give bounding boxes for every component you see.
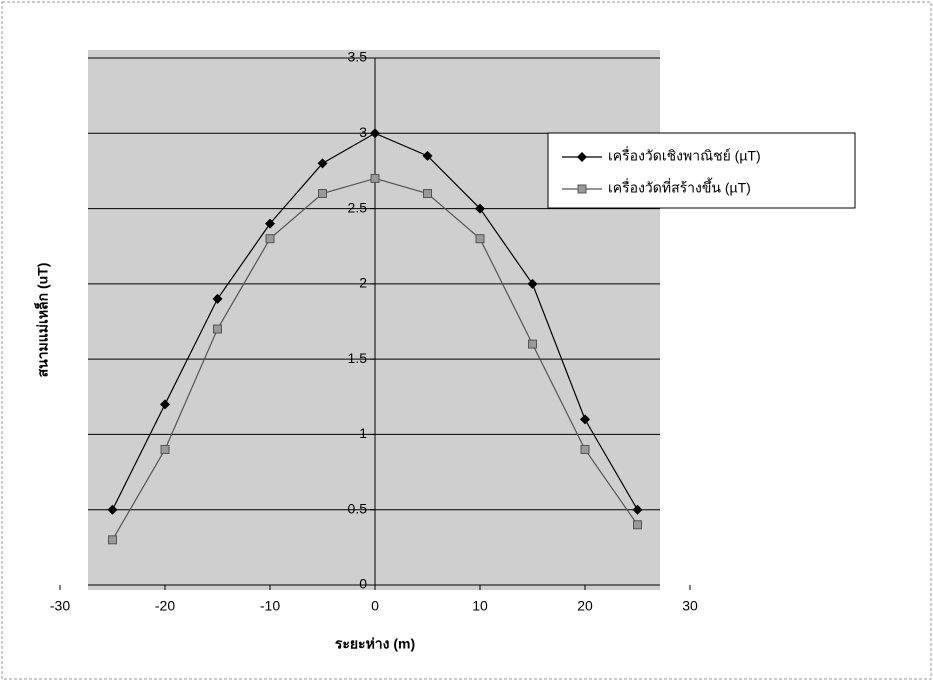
x-axis-label: ระยะห่าง (m) <box>335 636 415 652</box>
marker <box>423 189 432 199</box>
marker <box>633 520 642 530</box>
y-tick-label: 2 <box>359 275 367 291</box>
y-axis-label: สนามแม่เหล็ก (uT) <box>34 263 51 378</box>
marker <box>265 234 275 244</box>
marker <box>528 339 537 349</box>
x-tick-label: 10 <box>472 598 488 614</box>
marker <box>370 128 380 139</box>
marker <box>475 234 485 244</box>
y-tick-label: 2.5 <box>348 199 368 215</box>
x-tick-label: -20 <box>155 598 175 614</box>
marker <box>527 278 538 289</box>
marker <box>370 173 380 183</box>
marker <box>265 218 275 229</box>
marker <box>577 184 587 194</box>
legend-label: เครื่องวัดที่สร้างขึ้น (µT) <box>608 178 751 196</box>
marker <box>107 504 118 515</box>
marker <box>160 444 170 454</box>
marker <box>475 203 485 214</box>
marker <box>580 414 590 425</box>
marker <box>422 150 433 161</box>
y-tick-label: 1.5 <box>348 350 368 366</box>
marker <box>580 444 590 454</box>
marker <box>317 158 328 169</box>
marker <box>213 324 222 334</box>
y-tick-label: 0.5 <box>348 500 368 516</box>
x-tick-label: 20 <box>577 598 593 614</box>
legend <box>547 132 856 209</box>
marker <box>108 535 117 545</box>
marker <box>318 189 327 199</box>
y-tick-label: 1 <box>359 425 367 441</box>
y-tick-label: 0 <box>359 576 367 592</box>
x-tick-label: 0 <box>371 598 379 614</box>
marker <box>577 152 587 162</box>
marker <box>632 504 643 515</box>
x-tick-label: -10 <box>260 598 280 614</box>
x-tick-label: -30 <box>50 598 70 614</box>
x-tick-label: 30 <box>682 598 698 614</box>
marker <box>160 399 170 410</box>
y-tick-label: 3.5 <box>348 49 368 65</box>
legend-label: เครื่องวัดเชิงพาณิชย์ (µT) <box>608 147 761 164</box>
y-tick-label: 3 <box>359 124 367 140</box>
marker <box>212 293 223 304</box>
